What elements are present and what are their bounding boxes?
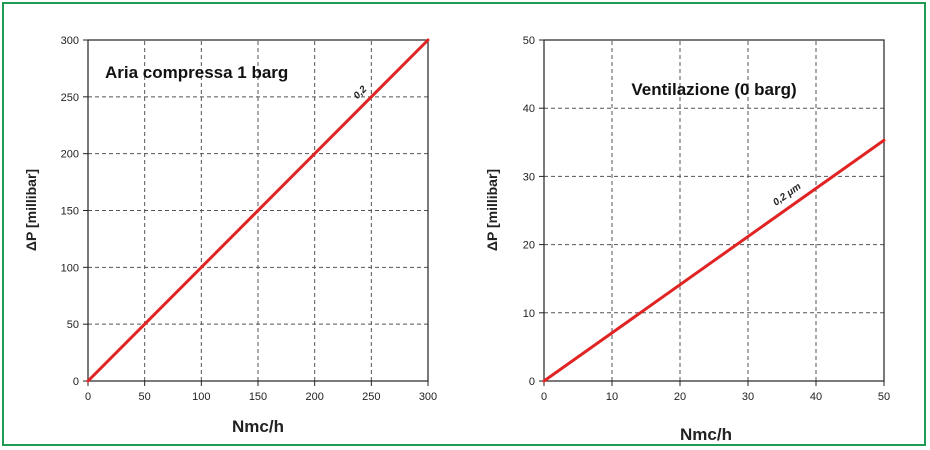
chart-title: Aria compressa 1 barg <box>105 63 288 82</box>
plot-border <box>543 39 885 382</box>
x-tick-label: 0 <box>541 391 547 403</box>
y-tick-label: 0 <box>73 376 79 388</box>
x-tick-label: 150 <box>249 391 267 403</box>
y-tick-label: 250 <box>61 92 79 104</box>
y-axis-label: ΔP [millibar] <box>23 169 39 251</box>
y-tick-label: 300 <box>61 35 79 47</box>
x-tick-label: 20 <box>674 391 686 403</box>
x-axis-label: Nmc/h <box>232 417 284 436</box>
series-label: 0,2 <box>352 84 370 102</box>
y-tick-label: 20 <box>523 240 535 252</box>
y-tick-label: 30 <box>523 171 535 183</box>
chart-1: 0 50 100 150 200 250 300 0 50 100 150 200 250 300 0,2 A… <box>23 35 437 436</box>
y-tick-label: 40 <box>523 103 535 115</box>
x-tick-label: 30 <box>742 391 754 403</box>
y-tick-label: 150 <box>61 206 79 218</box>
x-tick-label: 40 <box>810 391 822 403</box>
x-axis-label: Nmc/h <box>680 425 732 444</box>
y-tick-label: 10 <box>523 308 535 320</box>
y-tick-label: 50 <box>523 35 535 47</box>
series-label: 0,2 μm <box>771 181 803 208</box>
y-axis-label: ΔP [millibar] <box>484 169 500 251</box>
y-tick-label: 0 <box>529 376 535 388</box>
chart-2: 0 10 20 30 40 50 0 10 20 30 40 50 0,2 μm Ventilazione… <box>484 35 890 444</box>
x-tick-label: 50 <box>878 391 890 403</box>
y-tick-label: 200 <box>61 149 79 161</box>
x-tick-label: 10 <box>606 391 618 403</box>
y-tick-label: 50 <box>67 319 79 331</box>
x-tick-label: 100 <box>192 391 210 403</box>
chart-title: Ventilazione (0 barg) <box>631 80 796 99</box>
y-tick-label: 100 <box>61 262 79 274</box>
x-tick-label: 50 <box>139 391 151 403</box>
x-tick-label: 0 <box>85 391 91 403</box>
x-tick-label: 250 <box>362 391 380 403</box>
series-line <box>86 38 430 383</box>
series-line <box>542 138 886 383</box>
x-tick-label: 300 <box>419 391 437 403</box>
x-tick-label: 200 <box>305 391 323 403</box>
